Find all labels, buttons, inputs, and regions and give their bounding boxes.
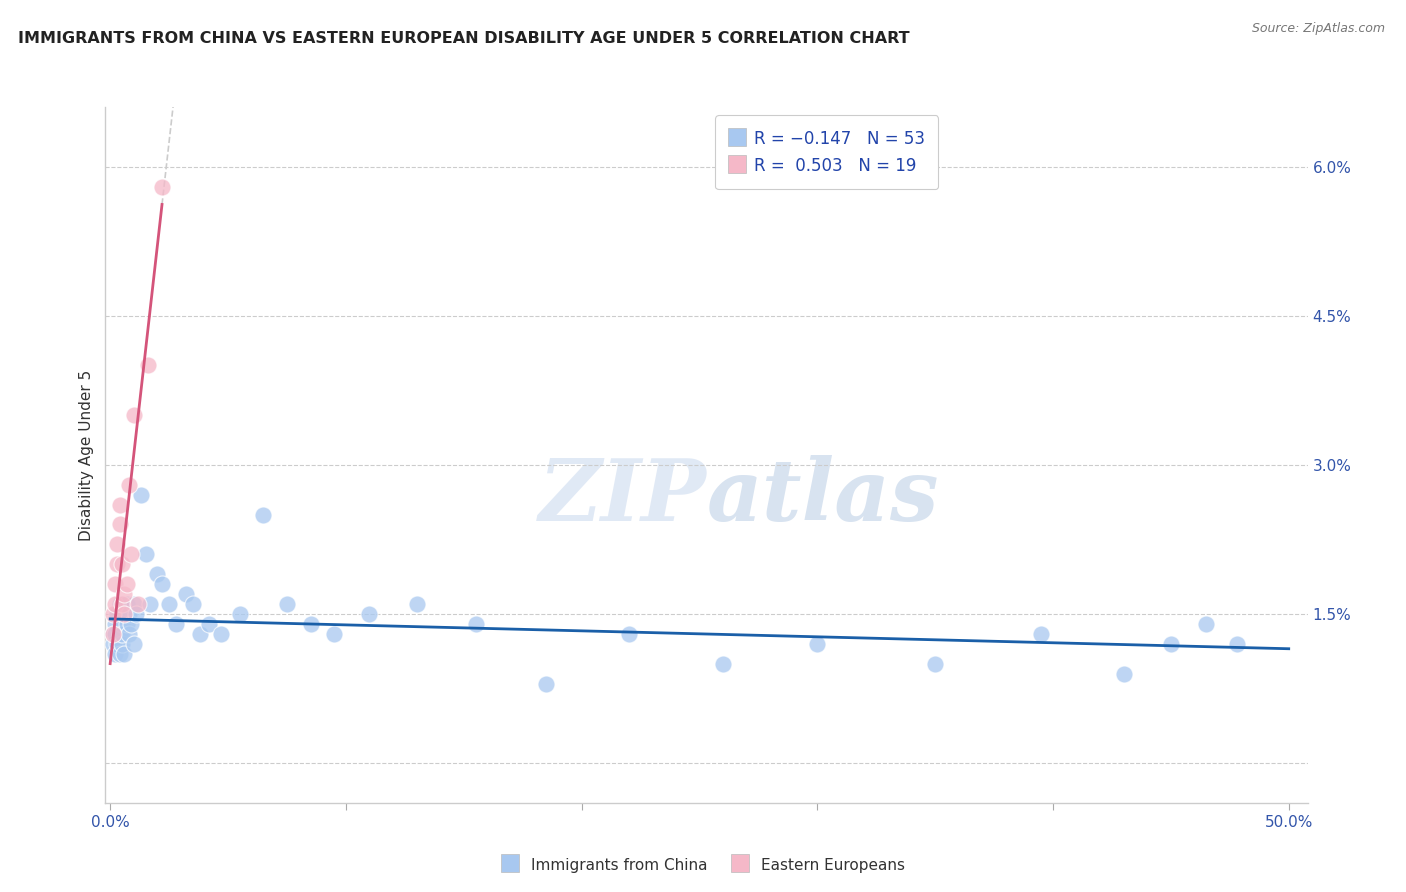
Point [111,616,134,631]
Point [405,597,427,611]
Point [115,616,138,631]
Point [105,637,128,651]
Point [111,597,134,611]
Point [118,477,141,491]
Point [299,616,322,631]
Point [105,537,128,551]
Point [323,627,346,641]
Point [276,597,298,611]
Point [122,637,145,651]
Point [252,508,274,522]
Point [118,607,141,621]
Point [101,627,124,641]
Point [1226,637,1249,651]
Point [101,607,124,621]
Point [1112,666,1135,681]
Point [104,627,127,641]
Point [108,627,131,641]
Point [101,627,124,641]
Point [112,607,135,621]
Point [534,676,557,690]
Y-axis label: Disability Age Under 5: Disability Age Under 5 [79,369,94,541]
Text: ZIP: ZIP [538,455,707,539]
Point [198,616,221,631]
Point [150,577,173,591]
Point [111,627,134,641]
Point [1160,637,1182,651]
Point [115,577,138,591]
Point [806,637,828,651]
Point [135,547,157,561]
Point [188,627,211,641]
Point [209,627,232,641]
Point [112,607,135,621]
Point [122,408,145,422]
Point [139,597,162,611]
Point [108,597,131,611]
Point [127,597,149,611]
Point [120,547,142,561]
Point [104,597,127,611]
Point [108,647,131,661]
Point [112,647,135,661]
Point [1031,627,1053,641]
Text: Source: ZipAtlas.com: Source: ZipAtlas.com [1251,22,1385,36]
Point [150,179,173,194]
Point [165,616,187,631]
Point [181,597,204,611]
Point [711,657,734,671]
Legend: R = −0.147   N = 53, R =  0.503   N = 19: R = −0.147 N = 53, R = 0.503 N = 19 [716,115,938,189]
Point [146,567,169,582]
Point [111,637,134,651]
Point [136,359,159,373]
Point [464,616,486,631]
Point [105,607,128,621]
Point [1195,616,1218,631]
Point [125,607,148,621]
Point [104,616,127,631]
Point [104,647,127,661]
Point [115,597,138,611]
Point [617,627,640,641]
Point [112,587,135,601]
Point [359,607,381,621]
Point [122,597,145,611]
Point [129,488,152,502]
Legend: Immigrants from China, Eastern Europeans: Immigrants from China, Eastern Europeans [495,850,911,880]
Point [157,597,180,611]
Point [108,517,131,532]
Point [104,577,127,591]
Text: IMMIGRANTS FROM CHINA VS EASTERN EUROPEAN DISABILITY AGE UNDER 5 CORRELATION CHA: IMMIGRANTS FROM CHINA VS EASTERN EUROPEA… [18,31,910,46]
Point [229,607,252,621]
Point [174,587,197,601]
Point [101,637,124,651]
Point [120,616,142,631]
Point [108,498,131,512]
Point [111,558,134,572]
Point [118,627,141,641]
Point [105,558,128,572]
Text: atlas: atlas [707,455,939,539]
Point [924,657,946,671]
